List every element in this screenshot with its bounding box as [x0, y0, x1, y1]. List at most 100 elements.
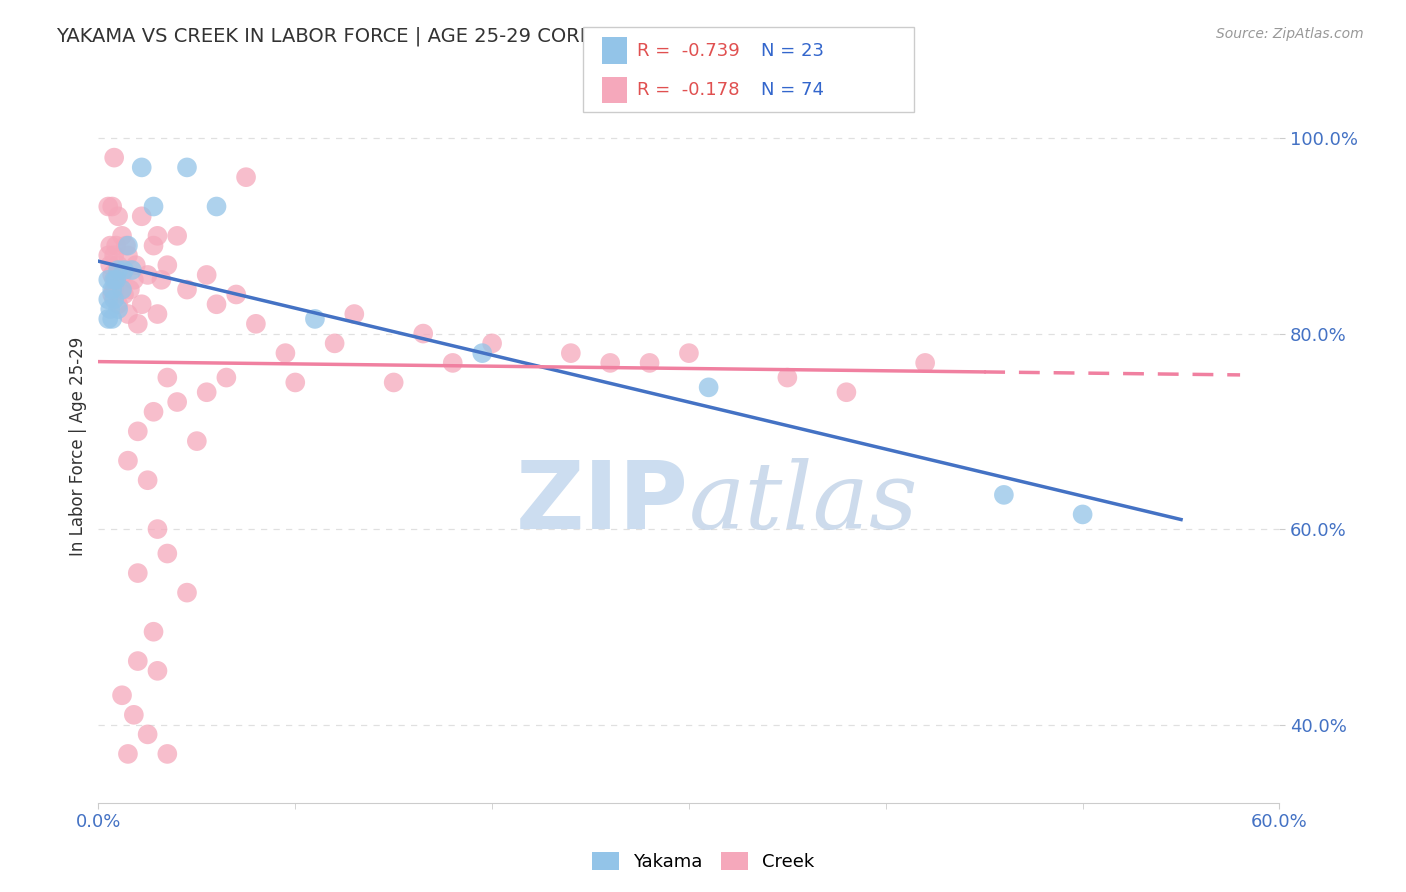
Text: YAKAMA VS CREEK IN LABOR FORCE | AGE 25-29 CORRELATION CHART: YAKAMA VS CREEK IN LABOR FORCE | AGE 25-…: [56, 27, 748, 46]
Point: [205, 297, 228, 311]
Point: [1071, 508, 1094, 522]
Point: [111, 268, 134, 282]
Point: [117, 747, 139, 761]
Text: N = 74: N = 74: [761, 81, 824, 99]
Point: [105, 238, 128, 252]
Point: [103, 248, 125, 262]
Point: [127, 425, 149, 439]
Point: [225, 287, 247, 301]
Point: [97, 273, 120, 287]
Point: [112, 287, 135, 301]
Point: [125, 258, 148, 272]
Point: [560, 346, 582, 360]
Point: [107, 302, 129, 317]
Point: [111, 283, 134, 297]
Point: [599, 356, 621, 370]
Point: [993, 488, 1015, 502]
Point: [97, 293, 120, 307]
Point: [107, 263, 129, 277]
Point: [103, 273, 125, 287]
Point: [156, 747, 179, 761]
Point: [111, 688, 134, 702]
Point: [166, 228, 188, 243]
Point: [97, 200, 120, 214]
Point: [323, 336, 346, 351]
Point: [131, 161, 153, 175]
Point: [176, 161, 198, 175]
Point: [107, 297, 129, 311]
Point: [136, 268, 159, 282]
Point: [156, 258, 179, 272]
Text: ZIP: ZIP: [516, 457, 689, 549]
Point: [131, 209, 153, 223]
Point: [136, 473, 159, 487]
Point: [103, 283, 125, 297]
Point: [481, 336, 503, 351]
Point: [117, 248, 139, 262]
Point: [146, 664, 169, 678]
Point: [122, 273, 145, 287]
Point: [142, 238, 165, 252]
Point: [122, 707, 145, 722]
Point: [914, 356, 936, 370]
Point: [97, 312, 120, 326]
Point: [101, 283, 124, 297]
Point: [142, 200, 165, 214]
Point: [107, 258, 129, 272]
Text: N = 23: N = 23: [761, 42, 824, 60]
Point: [117, 307, 139, 321]
Point: [101, 200, 124, 214]
Point: [98, 302, 121, 317]
Point: [776, 370, 799, 384]
Point: [146, 228, 169, 243]
Point: [118, 283, 141, 297]
Point: [176, 283, 198, 297]
Point: [101, 312, 124, 326]
Point: [638, 356, 661, 370]
Point: [103, 293, 125, 307]
Point: [127, 566, 149, 580]
Point: [150, 273, 173, 287]
Point: [186, 434, 208, 449]
Point: [142, 624, 165, 639]
Point: [176, 585, 198, 599]
Point: [382, 376, 405, 390]
Text: Source: ZipAtlas.com: Source: ZipAtlas.com: [1216, 27, 1364, 41]
Point: [304, 312, 326, 326]
Point: [195, 268, 218, 282]
Point: [205, 200, 228, 214]
Point: [117, 238, 139, 252]
Point: [284, 376, 307, 390]
Y-axis label: In Labor Force | Age 25-29: In Labor Force | Age 25-29: [69, 336, 87, 556]
Point: [343, 307, 366, 321]
Point: [235, 170, 257, 185]
Point: [274, 346, 297, 360]
Point: [697, 380, 720, 394]
Point: [115, 238, 138, 252]
Point: [97, 248, 120, 262]
Point: [127, 317, 149, 331]
Point: [166, 395, 188, 409]
Point: [131, 297, 153, 311]
Text: R =  -0.739: R = -0.739: [637, 42, 740, 60]
Point: [107, 209, 129, 223]
Point: [678, 346, 700, 360]
Point: [111, 228, 134, 243]
Point: [142, 405, 165, 419]
Point: [117, 453, 139, 467]
Point: [101, 268, 124, 282]
Point: [156, 547, 179, 561]
Point: [98, 258, 121, 272]
Point: [121, 263, 143, 277]
Point: [156, 370, 179, 384]
Point: [441, 356, 464, 370]
Point: [112, 263, 135, 277]
Point: [98, 238, 121, 252]
Text: R =  -0.178: R = -0.178: [637, 81, 740, 99]
Point: [195, 385, 218, 400]
Point: [105, 273, 128, 287]
Point: [215, 370, 238, 384]
Point: [127, 654, 149, 668]
Legend: Yakama, Creek: Yakama, Creek: [585, 845, 821, 879]
Point: [245, 317, 267, 331]
